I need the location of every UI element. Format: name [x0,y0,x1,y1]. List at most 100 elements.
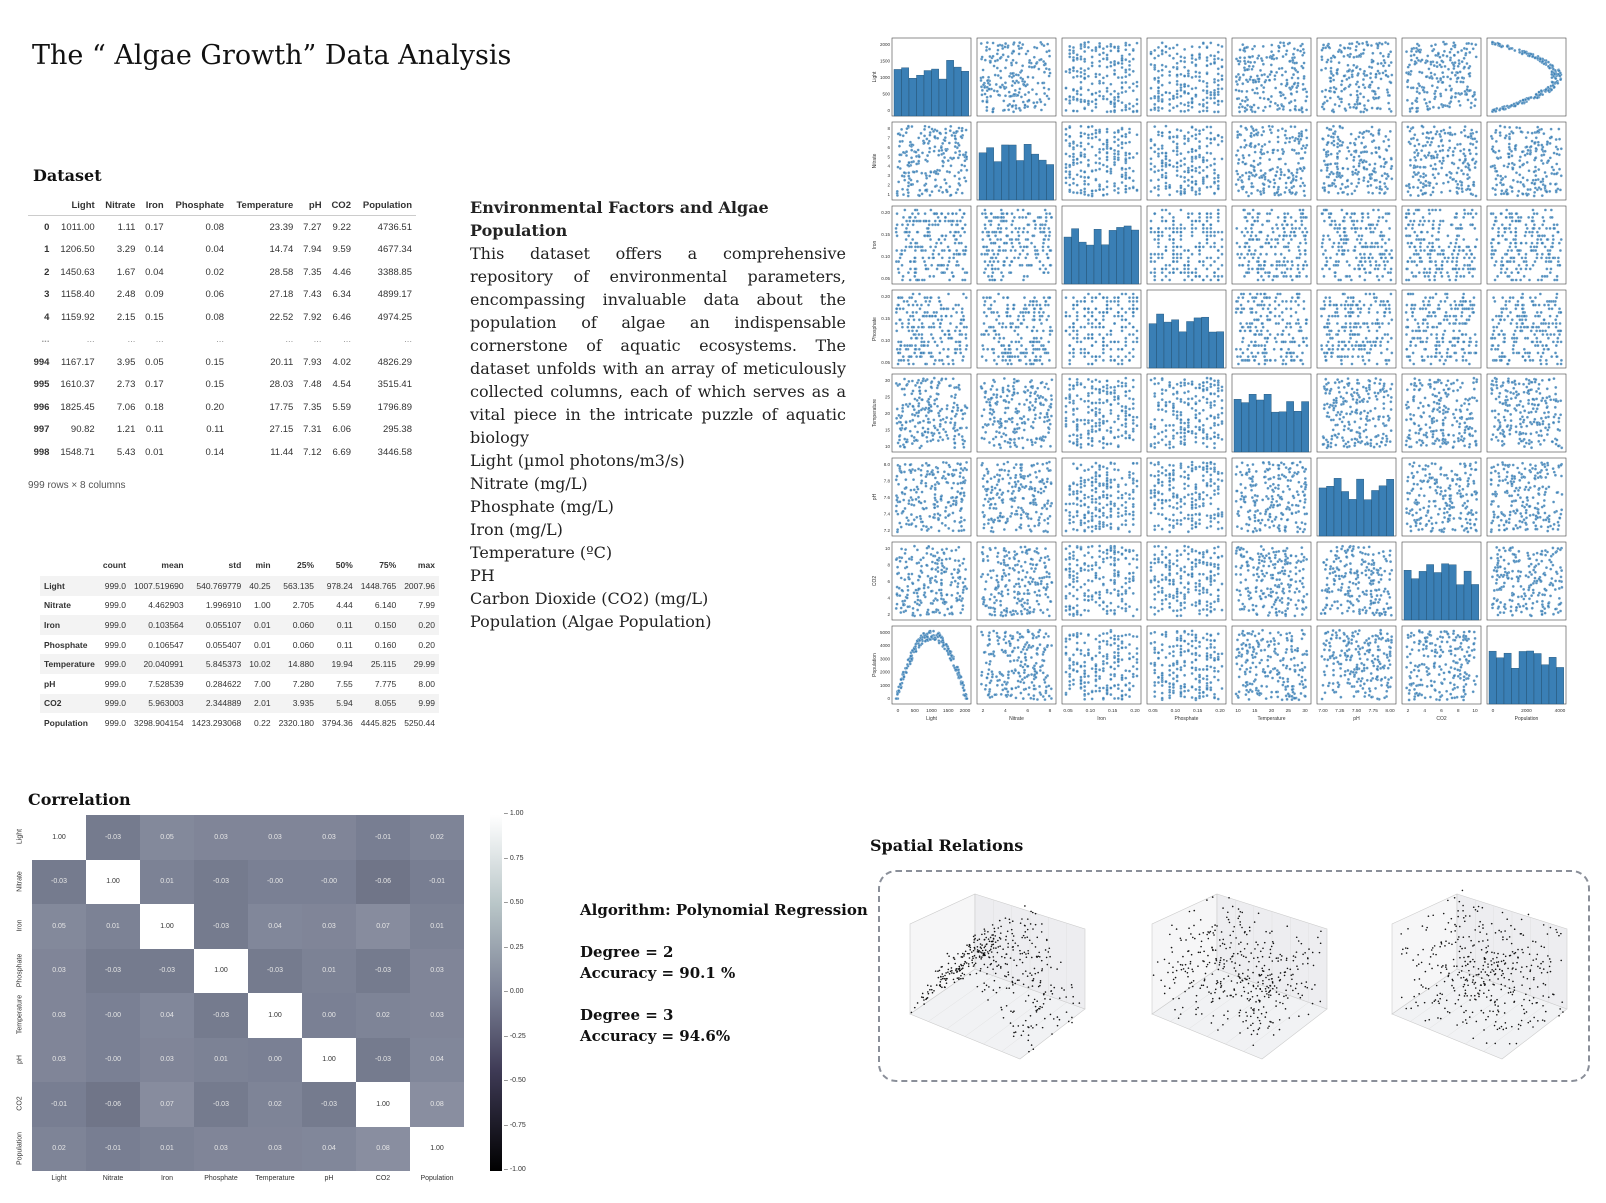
heatmap-cell: 0.02 [32,1126,86,1171]
heatmap-cell: 0.04 [140,993,194,1038]
dataset-cell: 1 [44,244,50,256]
pairplot-figure: Light0500100015002000Nitrate12345678Iron… [872,37,1567,722]
stats-cell: 0.160 [374,639,397,650]
stats-header: 50% [335,560,353,570]
dataset-cell: 28.58 [269,266,294,278]
pairplot-cell [1146,373,1227,453]
stats-cell: 999.0 [104,717,126,728]
histogram-bar [1156,313,1164,369]
stats-cell: pH [44,678,56,689]
histogram-bar [1131,229,1139,285]
histogram-bar [1078,241,1087,285]
pairplot-cell [891,289,972,369]
heatmap-cell: -0.06 [86,1082,140,1127]
pairplot-x-tick: 4 [1004,708,1007,714]
heatmap-cell: 0.03 [302,904,356,949]
histogram-bar [1356,478,1364,537]
stats-cell: 19.94 [318,654,357,674]
pairplot-y-tick: 1500 [880,59,891,64]
histogram-bar [953,66,962,117]
pairplot-y-tick: 8 [887,563,890,568]
heatmap-cell: -0.01 [410,859,464,904]
pairplot-y-tick: 7 [887,135,890,140]
pairplot-cell [976,457,1057,537]
pairplot-y-tick: 6 [887,579,890,584]
variable-list-item: Population (Algae Population) [470,612,712,631]
pairplot-y-tick: 3 [887,173,890,178]
histogram-bar [1363,499,1372,537]
stats-header: max [417,560,435,570]
dataset-header: Population [354,198,416,216]
pairplot-cell [976,625,1057,705]
correlation-heatmap: 1.00 -0.03 0.05 0.03 0.03 0.03 -0.01 0.02 Light L… [16,810,548,1200]
dataset-cell: 1450.63 [60,266,95,278]
pairplot-x-tick: 0.20 [1215,708,1225,714]
stats-cell: 3794.36 [322,717,353,728]
dataset-cell: ... [285,334,294,346]
colorbar-tick: – -0.75 [504,1121,526,1129]
pairplot-y-tick: 2 [887,183,890,188]
histogram-bar [1418,571,1427,621]
heatmap-cell: 0.03 [302,815,356,860]
heatmap-y-label: pH [16,1054,24,1064]
pairplot-x-label: Phosphate [1175,716,1199,722]
stats-header: count [102,560,126,570]
pairplot-x-tick: 0.05 [1148,708,1158,714]
dataset-cell: 0.18 [145,401,164,413]
dataset-cell: 0.04 [145,266,164,278]
dataset-cell: 4.46 [332,266,351,278]
pairplot-y-tick: 4 [887,164,890,169]
histogram-bar [1256,399,1264,453]
table-row: CO2 999.0 5.963003 2.344889 2.01 3.935 5.94 8.0… [40,693,439,714]
colorbar-tick: – 0.50 [504,899,524,906]
stats-cell: 5.845373 [187,654,246,674]
pairplot-y-tick: 0.05 [881,360,890,365]
spatial-3d-plots [909,889,1568,1060]
stats-cell: 5.963003 [130,693,188,714]
histogram-bar [1216,331,1224,369]
heatmap-cell: 1.00 [194,948,248,993]
pairplot-cell [1401,373,1482,453]
pairplot-cell [1146,541,1227,621]
stats-cell: 0.01 [245,615,275,635]
stats-cell: 999.0 [104,639,126,650]
dataset-header: Temperature [228,198,298,216]
heatmap-cell: 1.00 [248,993,302,1038]
pairplot-y-label: Iron [872,240,878,249]
dataset-cell: 6.46 [332,311,351,323]
spatial-frame [878,870,1590,1082]
pairplot-x-tick: 7.25 [1335,708,1345,714]
histogram-bar [1116,227,1124,285]
dataset-cell: 1.67 [116,266,136,278]
stats-cell: 0.22 [254,717,271,728]
dataset-cell: ... [41,334,50,346]
stats-cell: 0.106547 [148,639,184,650]
heatmap-cell: -0.03 [32,859,86,904]
pairplot-cell [1316,541,1397,621]
stats-cell: Nitrate [44,600,71,611]
dataset-cell: 0.17 [145,221,164,233]
heatmap-colorbar [490,815,502,1171]
histogram-bar [1031,153,1039,201]
pairplot-cell [891,457,972,537]
heatmap-cell: 0.04 [410,1037,464,1082]
pairplot-cell [1061,457,1142,537]
dataset-cell: 0.09 [145,289,164,301]
histogram-bar [1123,225,1132,285]
pairplot-cell [1486,37,1567,117]
histogram-bar [1016,160,1024,201]
pairplot-y-tick: 0.15 [881,316,890,321]
dataset-cell: 90.82 [70,424,95,436]
dataset-cell: 4826.29 [377,356,412,368]
heatmap-x-label: Phosphate [204,1175,238,1182]
pairplot-y-tick: 1 [887,192,890,197]
pairplot-y-tick: 500 [882,92,890,97]
stats-cell: 999.0 [98,654,130,674]
pairplot-y-tick: 1000 [880,683,891,688]
histogram-bar [938,78,947,117]
degree-3-accuracy: Accuracy = 94.6% [580,1027,731,1045]
stats-cell: 0.11 [318,615,357,635]
dataset-cell: 7.94 [303,244,322,256]
dataset-cell: 7.12 [303,446,322,458]
dataset-cell: 4 [44,311,50,323]
